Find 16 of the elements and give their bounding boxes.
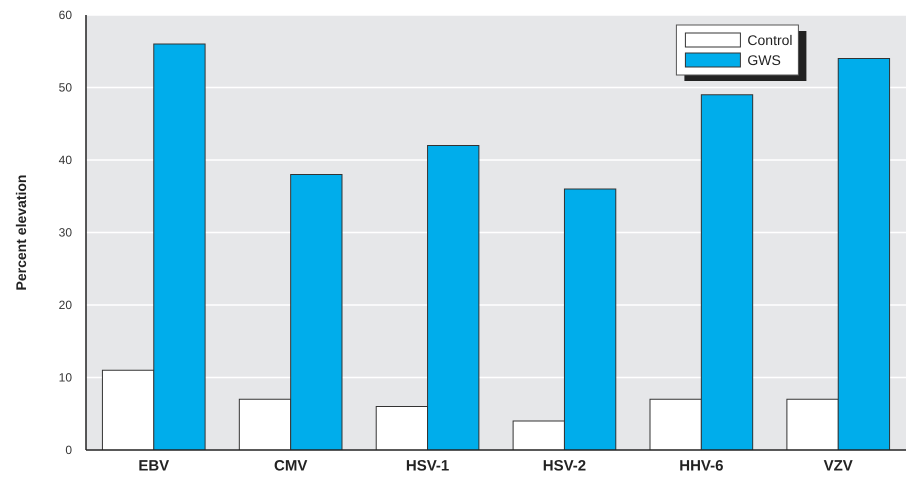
y-tick-label: 50 [58, 80, 72, 94]
x-tick-label: VZV [824, 458, 853, 475]
y-tick-label: 20 [58, 298, 72, 312]
y-axis-title: Percent elevation [13, 174, 29, 290]
x-tick-label: HHV-6 [679, 458, 724, 475]
legend-label: GWS [747, 52, 781, 68]
y-tick-label: 40 [58, 152, 72, 167]
x-tick-label: CMV [274, 458, 308, 475]
x-tick-label: EBV [138, 458, 170, 475]
legend-label: Control [747, 32, 793, 48]
y-tick-label: 30 [58, 225, 72, 240]
x-tick-label: HSV-2 [542, 458, 586, 475]
y-tick-label: 60 [58, 8, 72, 22]
y-tick-label: 10 [58, 370, 72, 384]
y-tick-label: 0 [65, 442, 72, 457]
x-tick-label: HSV-1 [406, 458, 450, 475]
